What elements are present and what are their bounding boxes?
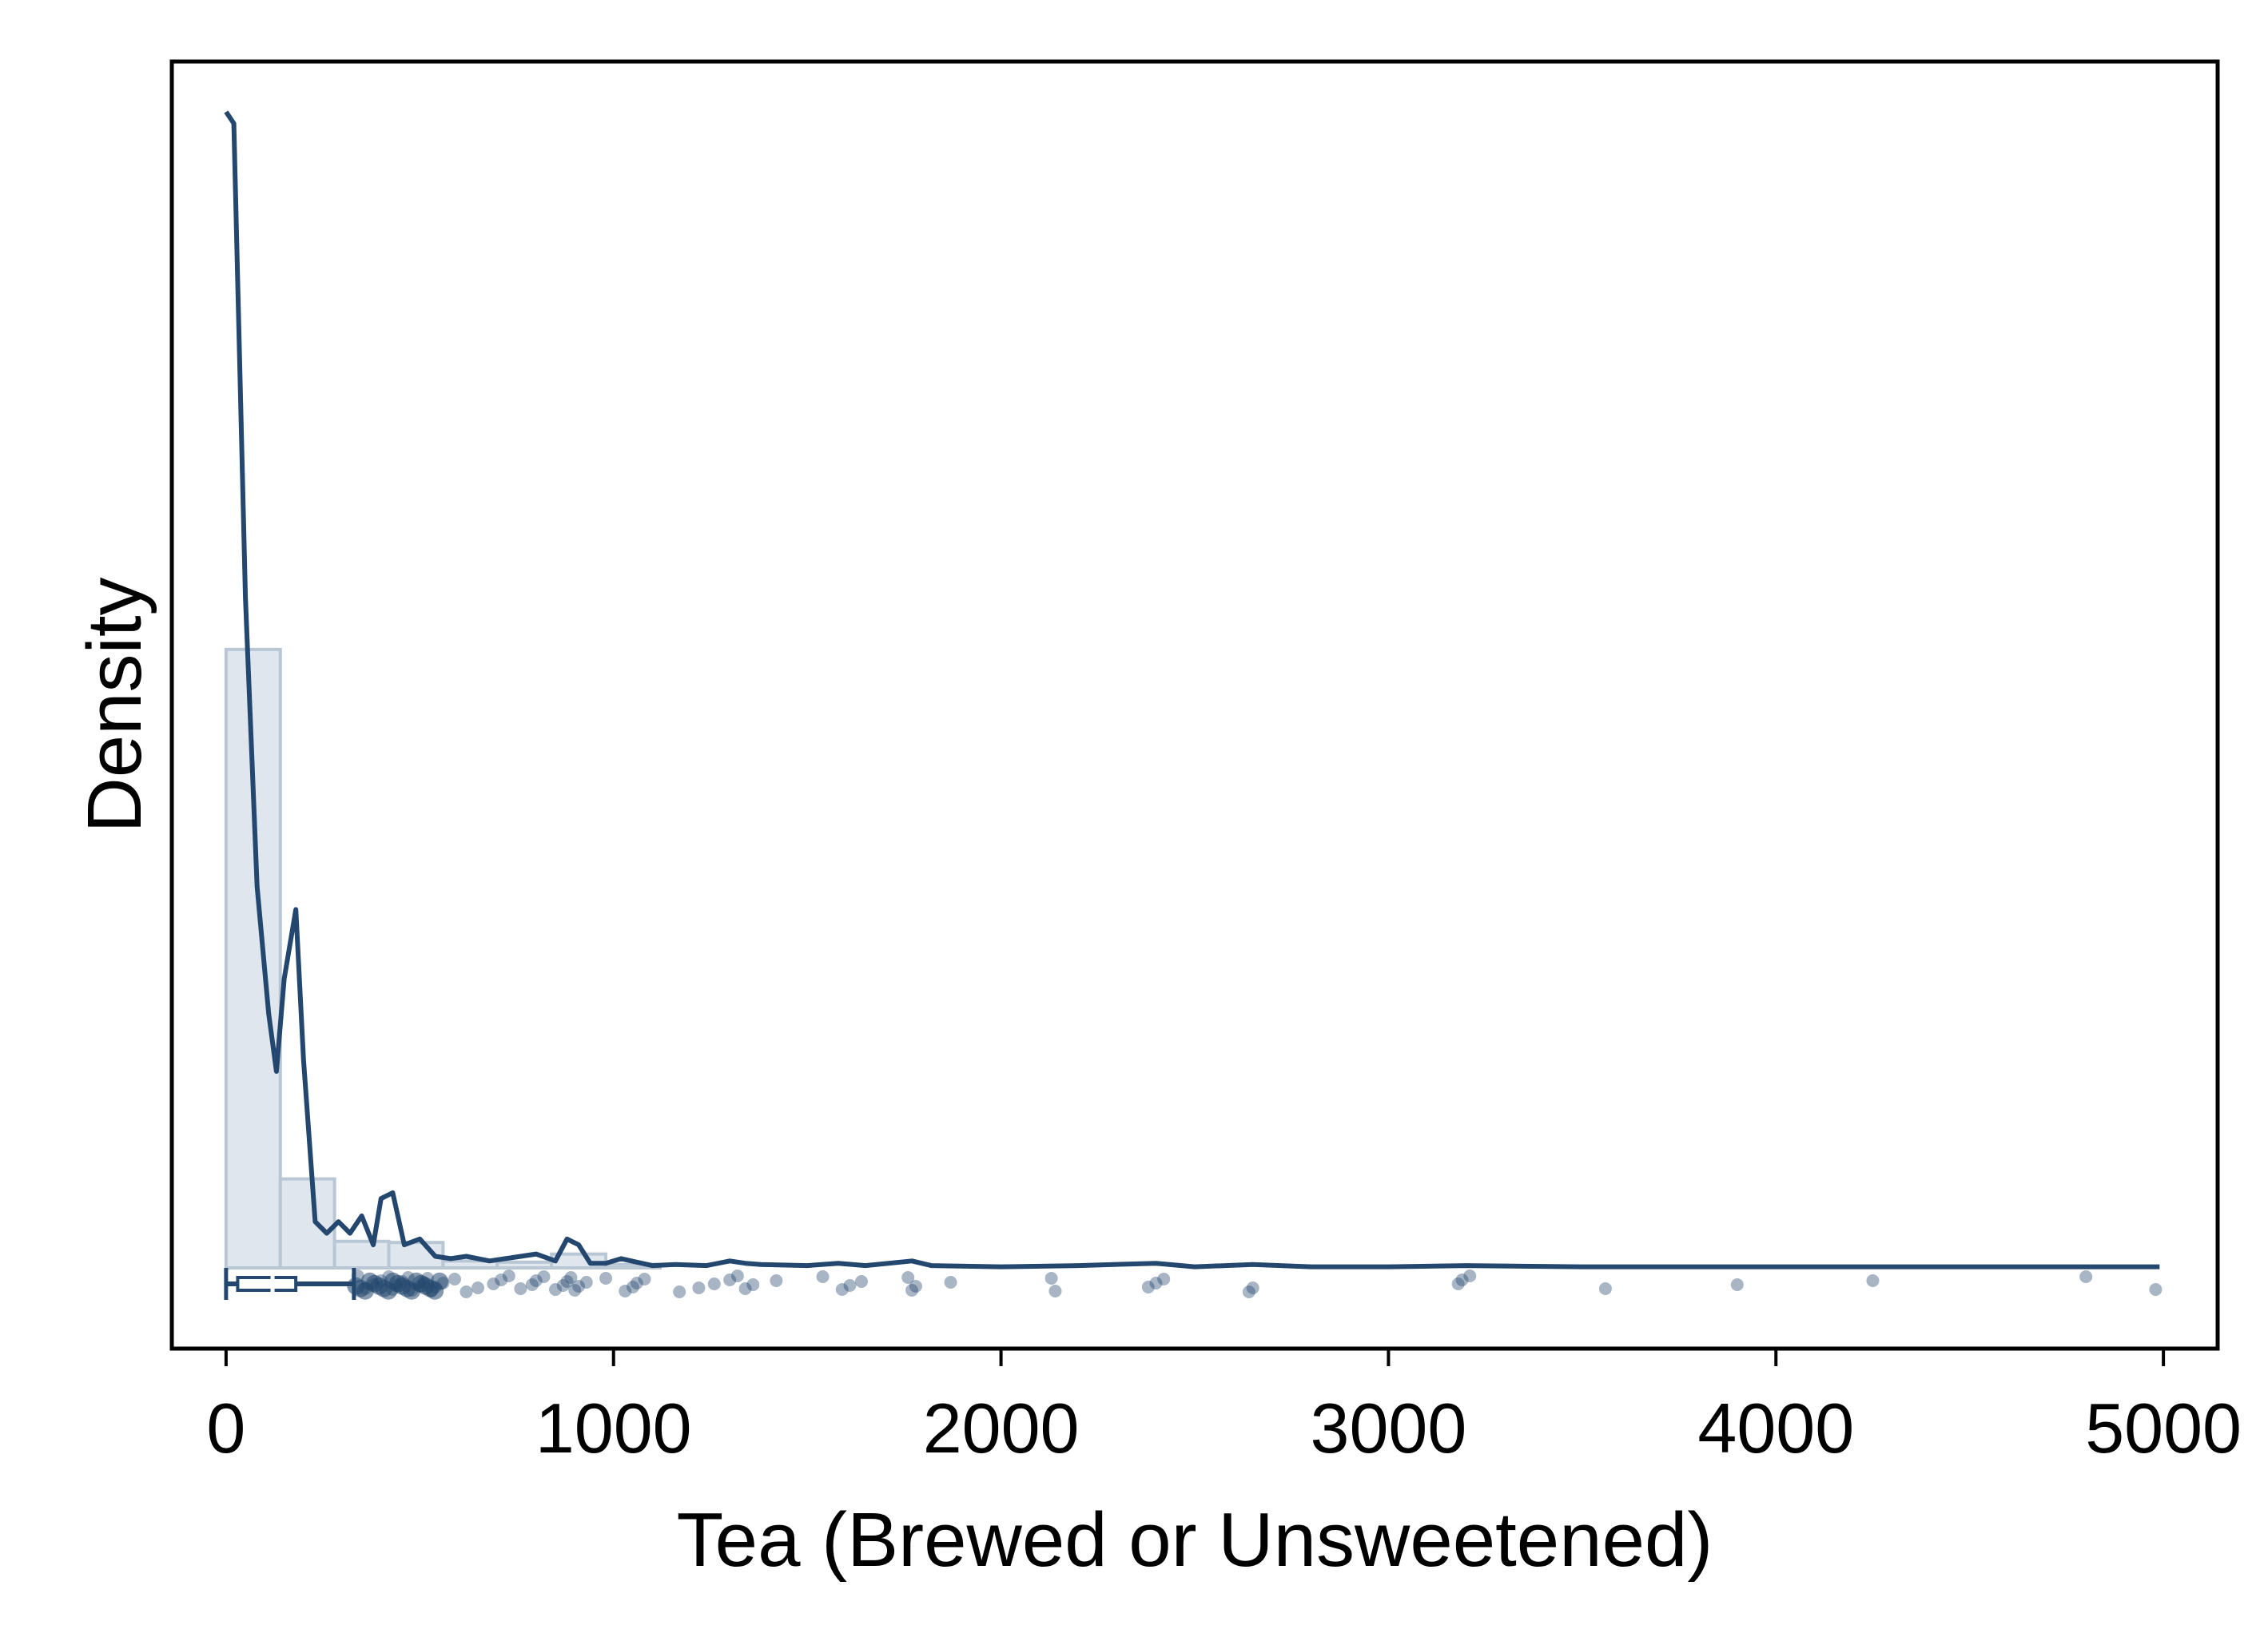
strip-point [1866,1274,1880,1287]
strip-point [909,1280,922,1293]
strip-point [487,1277,500,1290]
strip-point [579,1276,593,1289]
strip-point [448,1273,461,1285]
strip-point [746,1278,760,1291]
density-curve [224,110,2160,1270]
y-axis-title: Density [72,577,157,832]
x-tick-label: 0 [206,1389,245,1468]
strip-point [431,1272,449,1290]
strip-point [1455,1274,1469,1286]
strip-point [1048,1285,1062,1297]
strip-point [944,1276,957,1289]
strip-point [1242,1285,1255,1298]
histogram-bar [495,1260,554,1270]
strip-point [638,1273,651,1285]
strip-point [460,1285,473,1298]
strip-point [1463,1270,1477,1282]
strip-point [1141,1281,1155,1293]
strip-point [1451,1277,1465,1290]
x-axis-title: Tea (Brewed or Unsweetened) [677,1497,1713,1583]
strip-point [556,1279,570,1292]
strip-point [2079,1270,2093,1283]
strip-point [564,1271,578,1284]
strip-point [568,1284,582,1297]
strip-point [1044,1272,1058,1285]
strip-point [843,1279,857,1292]
boxplot-box [236,1276,298,1292]
strip-point [514,1282,527,1295]
plot-frame [169,59,2220,1351]
strip-point [707,1277,721,1290]
strip-point [835,1283,849,1296]
strip-point [730,1270,744,1282]
strip-point [816,1270,830,1283]
x-tick-label: 5000 [2085,1389,2242,1468]
strip-point [2149,1283,2163,1296]
strip-point [901,1271,915,1284]
histogram-bar [332,1239,391,1270]
strip-point [630,1277,643,1289]
x-tick-label: 4000 [1697,1389,1854,1468]
strip-point [692,1281,706,1294]
strip-point [599,1272,613,1285]
strip-point [529,1274,543,1287]
histogram-bars [224,647,662,1270]
histogram-bar [278,1177,336,1270]
strip-point [1157,1273,1171,1285]
x-axis: 0 1000 2000 3000 4000 5000 [206,1349,2242,1468]
strip-point [572,1280,586,1293]
x-tick-label: 1000 [535,1389,692,1468]
strip-point [1598,1282,1612,1295]
x-tick-label: 3000 [1311,1389,1467,1468]
strip-point [626,1281,639,1293]
strip-point [1246,1281,1259,1294]
x-tick-label: 2000 [923,1389,1080,1468]
strip-point [472,1281,485,1294]
strip-point [855,1275,869,1288]
strip-point [495,1274,508,1286]
strip-point [738,1282,752,1295]
strip-point [770,1274,783,1287]
boxplot [224,1268,356,1300]
strip-point [560,1275,574,1288]
strip-points [347,1270,2163,1300]
strip-point [1149,1277,1163,1289]
strip-point [537,1270,551,1283]
strip-point [1730,1278,1744,1291]
strip-point [502,1270,515,1282]
strip-point [619,1285,632,1297]
strip-point [525,1278,539,1291]
strip-point [723,1274,737,1286]
strip-point [673,1285,686,1298]
strip-point [905,1284,919,1297]
strip-point [549,1283,562,1296]
